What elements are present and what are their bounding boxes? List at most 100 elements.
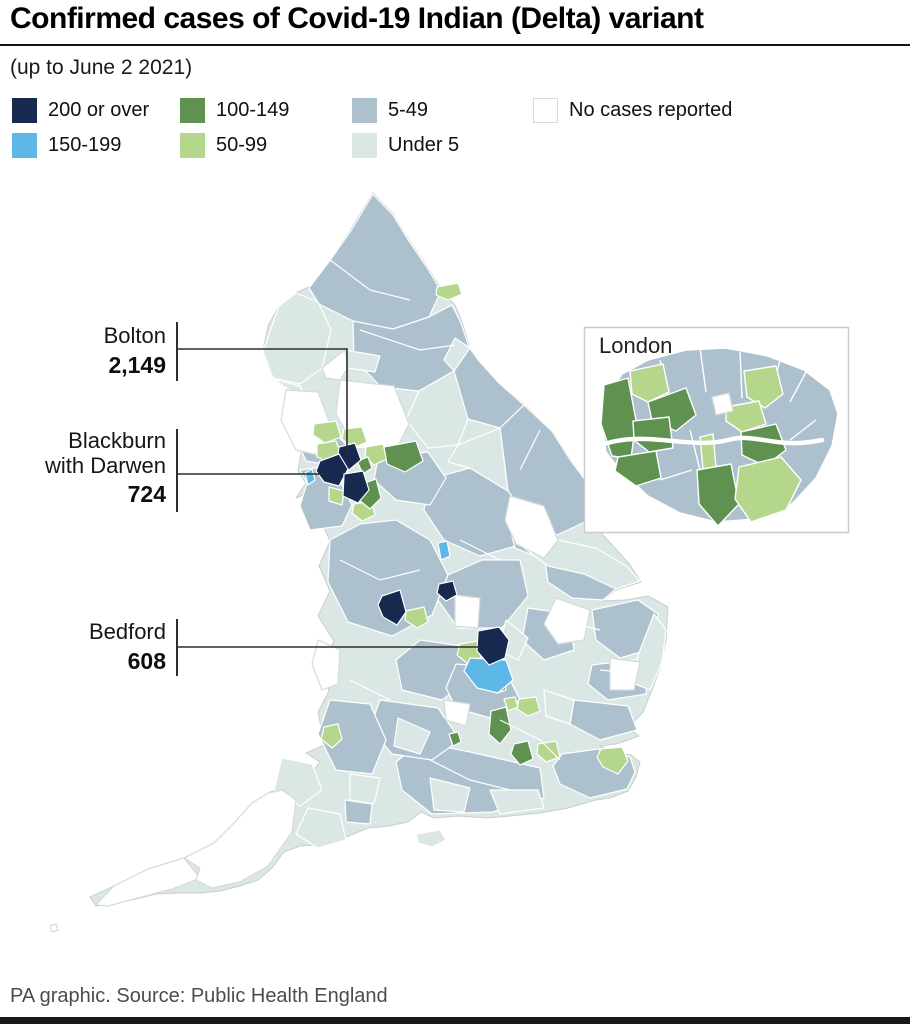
map-region-north-tyneside bbox=[435, 282, 463, 301]
map-region-cumbria-north bbox=[262, 292, 332, 385]
callout-bolton: Bolton 2,149 bbox=[0, 323, 166, 379]
inset-borough-boundary bbox=[689, 429, 701, 471]
region-boundary-line bbox=[519, 429, 541, 471]
map-region-vale-of-york bbox=[447, 427, 509, 492]
callout-bedford-label: Bedford bbox=[88, 619, 166, 644]
map-region-lincolnshire-coast bbox=[519, 539, 641, 590]
inset-borough-croydon bbox=[696, 463, 740, 527]
map-region-nottingham bbox=[377, 589, 407, 626]
legend-item-50-99: 50-99 bbox=[180, 133, 352, 158]
title-divider bbox=[0, 44, 910, 46]
legend-label: No cases reported bbox=[569, 99, 733, 121]
map-region-oadby bbox=[404, 606, 429, 629]
callout-blackburn-value: 724 bbox=[127, 481, 166, 508]
map-region-welwyn-dot bbox=[503, 696, 519, 712]
map-region-london-g-2 bbox=[510, 740, 534, 766]
map-region-cornwall bbox=[95, 857, 201, 907]
map-region-scilly bbox=[49, 923, 59, 933]
callout-bedford-value: 608 bbox=[127, 647, 166, 674]
legend-item-no-cases-reported: No cases reported bbox=[533, 98, 732, 123]
legend-swatch bbox=[180, 98, 205, 123]
map-region-erewash-dot bbox=[437, 540, 451, 561]
map-region-gloucester-wilts bbox=[317, 699, 387, 775]
region-boundary-line bbox=[349, 679, 391, 701]
inset-borough-boundary bbox=[789, 419, 817, 441]
legend-item-under-5: Under 5 bbox=[352, 133, 533, 158]
inset-borough-boundary bbox=[789, 371, 807, 403]
map-region-reading-dot bbox=[448, 731, 462, 747]
inset-borough-hackney bbox=[725, 400, 767, 433]
thames-river bbox=[601, 435, 825, 447]
inset-borough-boundary bbox=[739, 351, 743, 399]
region-boundary-line bbox=[499, 719, 561, 761]
callout-bedford: Bedford 608 bbox=[0, 619, 166, 675]
region-boundary-line bbox=[559, 619, 601, 631]
inset-borough-boundary bbox=[699, 347, 707, 393]
map-region-oxfordshire-pale bbox=[393, 717, 431, 755]
london-inset-label: London bbox=[599, 333, 673, 358]
inset-borough-bromley bbox=[734, 456, 802, 523]
map-region-isle-of-wight bbox=[415, 829, 447, 848]
map-region-lincolnshire-white bbox=[504, 495, 559, 559]
map-region-dorset-east bbox=[344, 799, 373, 825]
map-region-sussex-coast bbox=[489, 789, 545, 815]
callout-leader-bolton bbox=[177, 348, 348, 456]
source-credit: PA graphic. Source: Public Health Englan… bbox=[10, 985, 388, 1007]
callout-blackburn-label-line2: with Darwen bbox=[44, 452, 166, 478]
legend-swatch bbox=[12, 98, 37, 123]
map-region-dorset bbox=[295, 807, 347, 849]
legend: 200 or over 100-149 5-49 No cases reported 1… bbox=[12, 97, 732, 159]
map-region-oldham bbox=[356, 456, 373, 475]
map-region-london-g-1 bbox=[488, 706, 512, 745]
subtitle-date: (up to June 2 2021) bbox=[10, 56, 193, 79]
inset-borough-redbridge bbox=[743, 365, 784, 409]
page-title: Confirmed cases of Covid-19 Indian (Delt… bbox=[10, 2, 704, 35]
inset-borough-city-of-london bbox=[711, 392, 734, 416]
legend-swatch bbox=[352, 98, 377, 123]
map-region-blackburn-with-darwen bbox=[315, 453, 349, 487]
legend-label: 5-49 bbox=[388, 99, 429, 121]
map-region-pennines-white bbox=[321, 349, 349, 381]
callout-blackburn: Blackburn with Darwen 724 bbox=[0, 428, 166, 508]
legend-label: Under 5 bbox=[388, 134, 460, 156]
map-region-central-bedfordshire bbox=[463, 657, 514, 694]
legend-label: 150-199 bbox=[48, 134, 122, 156]
callout-blackburn-label-line1: Blackburn bbox=[68, 428, 166, 453]
legend-swatch bbox=[533, 98, 558, 123]
map-region-norfolk-white bbox=[609, 657, 641, 691]
map-region-wiltshire-pale bbox=[349, 773, 381, 805]
legend-swatch bbox=[352, 133, 377, 158]
legend-item-100-149: 100-149 bbox=[180, 98, 352, 123]
bottom-bar bbox=[0, 1017, 910, 1024]
legend-label: 100-149 bbox=[216, 99, 290, 121]
map-region-bury bbox=[341, 426, 368, 449]
map-region-herefordshire bbox=[311, 639, 341, 691]
map-region-rossendale bbox=[364, 443, 388, 466]
inset-borough-lambeth bbox=[699, 433, 717, 471]
map-region-buckinghamshire bbox=[443, 699, 471, 727]
map-region-leicester bbox=[436, 580, 458, 602]
map-region-manchester bbox=[342, 470, 370, 504]
legend-label: 50-99 bbox=[216, 134, 268, 156]
map-region-norfolk-east bbox=[629, 613, 667, 691]
map-region-sefton-dot bbox=[304, 468, 316, 486]
map-region-cleveland bbox=[443, 337, 471, 372]
legend-label: 200 or over bbox=[48, 99, 150, 121]
map-region-forest-of-dean bbox=[320, 723, 343, 749]
legend-item-5-49: 5-49 bbox=[352, 98, 533, 123]
region-boundary-line bbox=[359, 329, 456, 351]
map-region-preston bbox=[312, 420, 342, 444]
map-region-bedford bbox=[476, 626, 510, 666]
inset-borough-harrow bbox=[629, 363, 670, 403]
region-boundary-line bbox=[459, 539, 501, 561]
legend-swatch bbox=[180, 133, 205, 158]
map-region-leicestershire-white bbox=[454, 594, 481, 629]
region-boundary-line bbox=[339, 559, 421, 581]
region-boundary-line bbox=[429, 759, 511, 791]
legend-swatch bbox=[12, 133, 37, 158]
map-region-fenland bbox=[543, 597, 591, 645]
callout-bolton-value: 2,149 bbox=[108, 351, 166, 378]
region-boundary-line bbox=[329, 259, 411, 301]
map-region-kirklees bbox=[383, 440, 424, 473]
